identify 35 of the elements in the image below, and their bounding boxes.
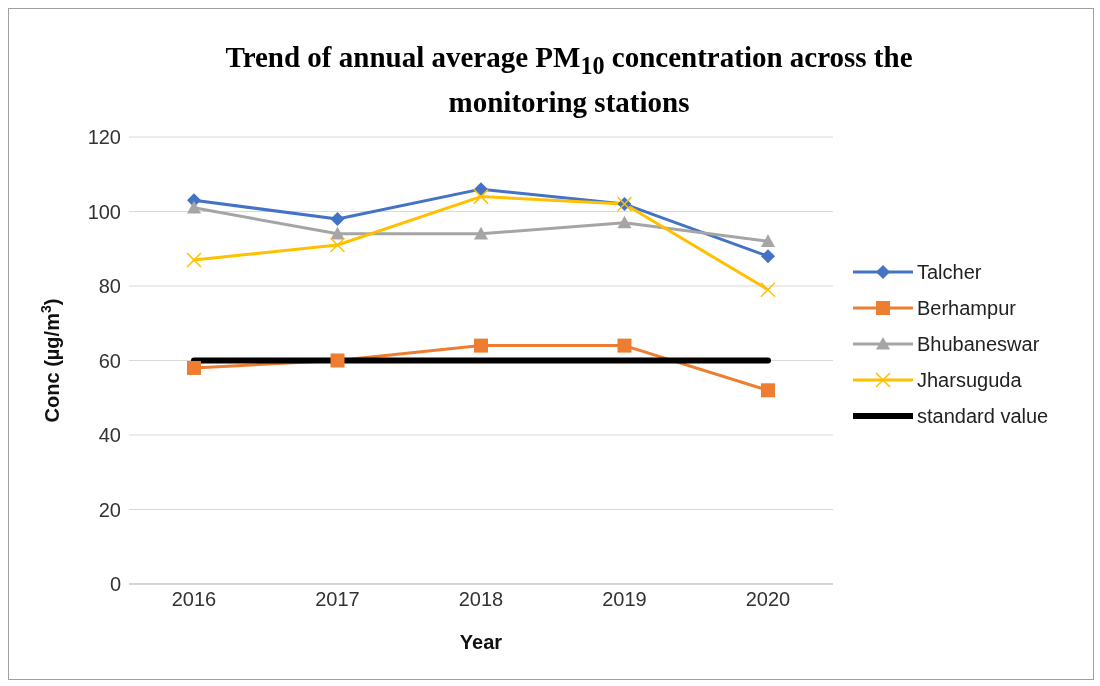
point [474,338,488,353]
x-tick-label: 2019 [602,588,647,611]
y-tick-label: 120 [87,126,121,149]
point [617,338,632,353]
y-tick-label: 0 [109,573,121,596]
y-tick-label: 100 [87,200,121,223]
legend-label: Berhampur [917,296,1016,320]
x-tick-label: 2017 [315,588,360,611]
y-tick-label: 40 [98,424,121,447]
point [760,281,776,298]
point [761,249,775,264]
point [761,234,775,247]
point [329,237,346,253]
x-axis-title: Year [459,631,503,653]
point [330,226,345,240]
chart-title: Trend of annual average PM$_{10}$ concentration across the monitoring stations [224,40,914,120]
point [474,226,488,240]
y-tick-label: 80 [98,275,121,298]
x-tick-label: 2016 [171,588,217,611]
legend-label: Talcher [917,260,982,284]
point [330,211,345,226]
legend-label: Bhubaneswar [917,332,1040,356]
x-tick-label: 2018 [458,588,504,611]
legend-label: standard value [917,404,1049,428]
point [761,383,775,398]
y-tick-label: 60 [98,349,121,372]
point [187,360,201,375]
point [617,215,632,229]
legend-label: Jharsuguda [917,368,1022,392]
x-tick-label: 2020 [745,588,791,611]
point [186,252,202,268]
y-tick-label: 20 [98,498,121,521]
point [187,200,201,214]
point [330,353,345,368]
point [473,188,489,205]
